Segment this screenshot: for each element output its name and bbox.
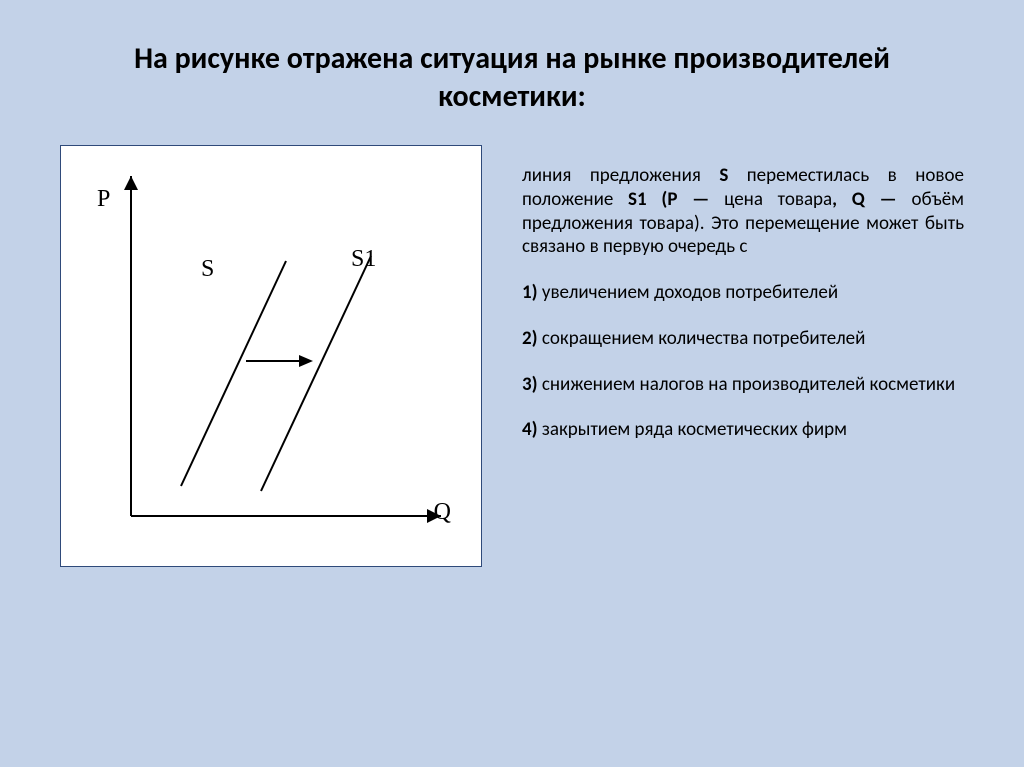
intro-text: цена товара bbox=[709, 188, 832, 211]
option-text: увеличением доходов потребителей bbox=[538, 281, 839, 304]
question-intro: линия предложения S переместилась в ново… bbox=[522, 164, 964, 259]
slide-title: На рисунке отражена ситуация на рынке пр… bbox=[60, 40, 964, 115]
option-number: 3) bbox=[522, 373, 538, 396]
option-3: 3) снижением налогов на производителей к… bbox=[522, 373, 964, 397]
label-q: Q bbox=[434, 499, 451, 526]
label-s: S bbox=[201, 256, 214, 283]
supply-shift-chart: P Q S S1 bbox=[60, 145, 482, 567]
option-number: 4) bbox=[522, 418, 538, 441]
label-s1: S1 bbox=[351, 246, 376, 273]
option-4: 4) закрытием ряда косметических фирм bbox=[522, 418, 964, 442]
y-axis-arrow bbox=[124, 176, 138, 190]
option-text: снижением налогов на производителей косм… bbox=[538, 373, 956, 396]
option-1: 1) увеличением доходов потребителей bbox=[522, 281, 964, 305]
shift-arrow-head bbox=[299, 355, 313, 367]
option-number: 2) bbox=[522, 327, 538, 350]
curve-s1 bbox=[261, 256, 371, 491]
curve-s bbox=[181, 261, 286, 486]
option-text: закрытием ряда косметических фирм bbox=[538, 418, 847, 441]
intro-bold-q: , Q — bbox=[832, 188, 897, 211]
intro-bold-s1p: S1 (P — bbox=[628, 188, 709, 211]
intro-bold-s: S bbox=[719, 164, 728, 187]
label-p: P bbox=[97, 186, 110, 213]
option-number: 1) bbox=[522, 281, 538, 304]
intro-text: линия предложения bbox=[522, 164, 719, 187]
option-2: 2) сокращением количества потребителей bbox=[522, 327, 964, 351]
option-text: сокращением количества потребителей bbox=[538, 327, 866, 350]
